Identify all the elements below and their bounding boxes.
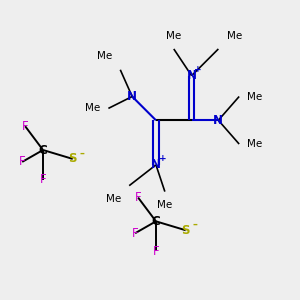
Text: Me: Me — [227, 31, 242, 40]
Text: Me: Me — [85, 103, 100, 113]
Text: F: F — [40, 173, 46, 186]
Text: Me: Me — [106, 194, 121, 204]
Text: Me: Me — [97, 51, 112, 62]
Text: S: S — [68, 152, 77, 165]
Text: –: – — [192, 220, 197, 230]
Text: +: + — [194, 65, 202, 74]
Text: N: N — [187, 69, 196, 82]
Text: N: N — [151, 158, 161, 171]
Text: F: F — [153, 244, 159, 258]
Text: Me: Me — [248, 92, 263, 101]
Text: +: + — [159, 154, 166, 163]
Text: F: F — [132, 227, 139, 240]
Text: F: F — [22, 120, 28, 133]
Text: F: F — [19, 155, 26, 168]
Text: N: N — [127, 90, 137, 103]
Text: –: – — [79, 148, 84, 159]
Text: C: C — [39, 143, 47, 157]
Text: Me: Me — [248, 139, 263, 149]
Text: Me: Me — [157, 200, 172, 210]
Text: S: S — [182, 224, 190, 237]
Text: Me: Me — [166, 31, 182, 40]
Text: C: C — [152, 215, 160, 228]
Text: N: N — [213, 114, 224, 127]
Text: F: F — [135, 191, 141, 204]
